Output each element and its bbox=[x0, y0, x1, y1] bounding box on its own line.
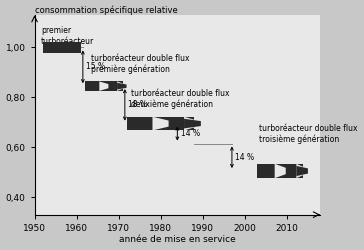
Polygon shape bbox=[296, 166, 308, 176]
Polygon shape bbox=[296, 164, 303, 178]
X-axis label: année de mise en service: année de mise en service bbox=[119, 236, 236, 244]
Polygon shape bbox=[184, 119, 201, 128]
Polygon shape bbox=[153, 117, 169, 130]
Text: 14 %: 14 % bbox=[235, 153, 254, 162]
Bar bbox=[43, 42, 81, 53]
Polygon shape bbox=[275, 164, 286, 178]
Bar bbox=[127, 117, 194, 130]
Bar bbox=[85, 82, 123, 91]
Text: premier
turboréacteur: premier turboréacteur bbox=[41, 26, 94, 46]
Text: consommation spécifique relative: consommation spécifique relative bbox=[35, 6, 177, 15]
Text: turboréacteur double flux
troisième génération: turboréacteur double flux troisième géné… bbox=[259, 124, 358, 144]
Bar bbox=[257, 164, 303, 178]
Text: turboréacteur double flux
première génération: turboréacteur double flux première génér… bbox=[91, 54, 190, 74]
Polygon shape bbox=[117, 82, 123, 91]
Polygon shape bbox=[117, 83, 127, 89]
Text: turboréacteur double flux
deuxième génération: turboréacteur double flux deuxième génér… bbox=[131, 89, 230, 109]
Text: 18 %: 18 % bbox=[128, 100, 147, 109]
Text: 14 %: 14 % bbox=[181, 129, 200, 138]
Polygon shape bbox=[184, 117, 194, 130]
Text: 15 %: 15 % bbox=[86, 62, 105, 72]
Polygon shape bbox=[99, 82, 108, 91]
